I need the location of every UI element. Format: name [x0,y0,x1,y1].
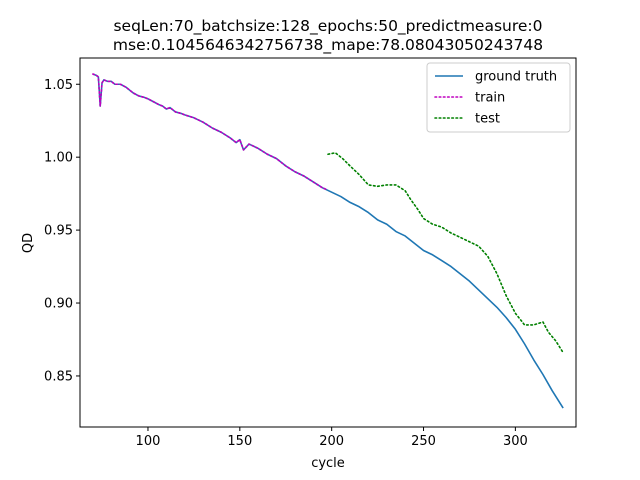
y-tick-label: 1.05 [44,78,73,93]
y-tick-label: 1.00 [44,151,73,166]
x-tick-label: 200 [319,434,344,449]
legend-label: ground truth [475,70,557,85]
legend-label: test [475,112,500,127]
legend-label: train [475,91,505,106]
x-tick-label: 150 [227,434,252,449]
series-line-train [92,73,327,191]
legend: ground truth train test [426,62,571,133]
legend-box [426,62,571,133]
x-tick-label: 100 [136,434,161,449]
series-layer [92,73,564,409]
chart-title-line1: seqLen:70_batchsize:128_epochs:50_predic… [113,17,542,36]
plot-area-frame [79,57,577,428]
y-tick-label: 0.90 [44,297,73,312]
x-axis: 100 150 200 250 300 [136,427,528,449]
series-line-test [327,152,564,354]
y-tick-label: 0.85 [44,369,73,384]
y-tick-label: 0.95 [44,224,73,239]
x-tick-label: 300 [503,434,528,449]
y-axis-label: QD [21,233,36,253]
y-axis: 0.85 0.90 0.95 1.00 1.05 [44,78,80,384]
x-axis-label: cycle [311,456,345,471]
x-tick-label: 250 [411,434,436,449]
chart-title-line2: mse:0.1045646342756738_mape:78.080430502… [113,36,543,55]
